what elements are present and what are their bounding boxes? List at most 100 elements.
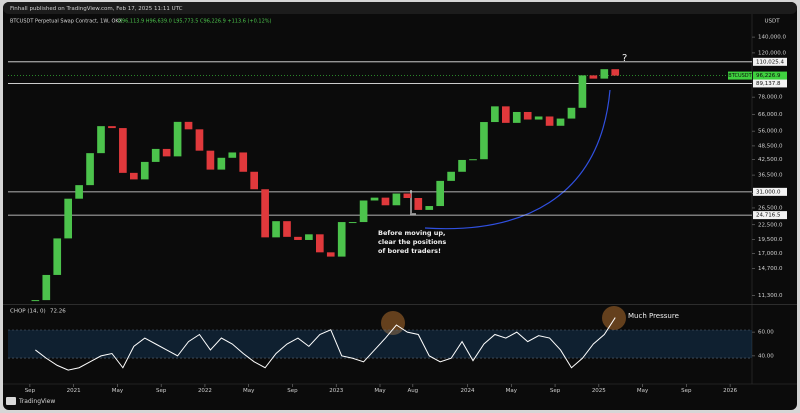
candle: [97, 126, 105, 154]
level-label: 89,137.8: [756, 81, 781, 87]
last-price-label: 96,226.9: [756, 73, 781, 79]
y-tick-label: 48,500.0: [758, 143, 783, 149]
candle: [119, 128, 127, 173]
y-tick-label: 56,000.0: [758, 129, 783, 135]
candle: [195, 129, 204, 151]
candle: [217, 157, 226, 170]
candle: [567, 107, 576, 119]
y-tick-label: 60.00: [758, 330, 774, 336]
logo: [6, 397, 16, 405]
candle: [151, 148, 160, 162]
y-tick-label: 140,000.0: [758, 35, 786, 41]
curve-annotation: [424, 89, 611, 230]
y-tick-label: 22,500.0: [758, 222, 783, 228]
header-bar: [3, 2, 797, 14]
x-tick-label: May: [374, 388, 386, 394]
highlight-circle: [602, 306, 626, 330]
level-label: 31,000.0: [756, 189, 781, 195]
candle: [589, 75, 598, 79]
candle: [403, 193, 412, 198]
level-label-box: [753, 57, 787, 66]
x-tick-label: May: [637, 388, 649, 394]
y-tick-label: 26,500.0: [758, 205, 783, 211]
candle: [447, 171, 455, 181]
candle: [611, 69, 620, 76]
indicator-line: [35, 317, 616, 371]
candle: [359, 200, 368, 223]
chart-title: BTCUSDT Perpetual Swap Contract, 1W, OKX: [10, 19, 123, 25]
x-tick-label: Sep: [287, 388, 298, 394]
candle: [283, 221, 291, 237]
ohlc-legend: O96,113.9 H96,639.0 L95,773.5 C96,226.9 …: [118, 19, 272, 25]
candle: [491, 106, 499, 123]
y-axis-unit: USDT: [764, 19, 780, 25]
last-price-name: BTCUSDT: [728, 73, 752, 79]
candle: [129, 172, 138, 180]
annotation: ?: [622, 53, 627, 64]
candle: [42, 274, 51, 301]
candle: [545, 116, 554, 126]
frame: [3, 2, 797, 410]
candle: [348, 222, 357, 224]
candle: [337, 222, 346, 257]
level-label: 110,025.4: [756, 59, 784, 65]
y-tick-label: 40.00: [758, 353, 774, 359]
candle: [315, 234, 324, 253]
candle: [31, 300, 40, 302]
candle: [261, 189, 269, 238]
y-tick-label: 78,000.0: [758, 95, 783, 101]
y-tick-label: 66,000.0: [758, 112, 783, 118]
candle: [458, 159, 466, 172]
candle: [305, 234, 313, 240]
footer: TradingView: [18, 398, 55, 405]
y-tick-label: 14,700.0: [758, 266, 783, 272]
y-tick-label: 19,500.0: [758, 237, 783, 243]
x-tick-label: May: [506, 388, 518, 394]
candle: [294, 236, 302, 240]
candle: [228, 152, 237, 158]
level-label-box: [753, 211, 787, 220]
candle: [381, 197, 390, 206]
candle: [206, 150, 215, 170]
candle: [370, 197, 379, 201]
candle: [239, 152, 248, 172]
candle: [326, 252, 335, 257]
x-tick-label: 2023: [329, 388, 343, 394]
candle: [600, 69, 609, 79]
candle: [272, 221, 280, 238]
last-price-name-box: [728, 71, 752, 80]
candle: [578, 75, 587, 108]
y-tick-label: 17,000.0: [758, 251, 783, 257]
annotation: Before moving up,: [378, 229, 446, 237]
candle: [173, 121, 182, 157]
candle: [469, 159, 477, 161]
indicator-title: CHOP (14, 0): [10, 309, 46, 315]
indicator-value: 72.26: [50, 309, 66, 315]
candle: [53, 238, 62, 275]
x-tick-label: 2026: [723, 388, 737, 394]
candle: [64, 198, 73, 239]
candle: [140, 161, 149, 180]
x-tick-label: May: [243, 388, 255, 394]
x-tick-label: Sep: [681, 388, 692, 394]
y-tick-label: 120,000.0: [758, 50, 786, 56]
candle: [512, 111, 521, 123]
candle: [184, 121, 193, 130]
highlight-circle: [381, 311, 405, 335]
candle: [108, 126, 116, 129]
candle: [480, 122, 488, 160]
level-label: 24,716.5: [756, 213, 781, 219]
candle: [86, 153, 94, 186]
candle: [250, 171, 259, 190]
candle: [414, 197, 423, 210]
y-tick-label: 42,500.0: [758, 157, 783, 163]
x-tick-label: 2025: [592, 388, 606, 394]
annotation: Much Pressure: [628, 312, 679, 320]
annotation: clear the positions: [378, 238, 446, 246]
candle: [436, 180, 445, 207]
x-tick-label: 2021: [67, 388, 81, 394]
candle: [556, 118, 565, 126]
x-tick-label: Sep: [156, 388, 167, 394]
bracket-annotation: [410, 190, 416, 215]
